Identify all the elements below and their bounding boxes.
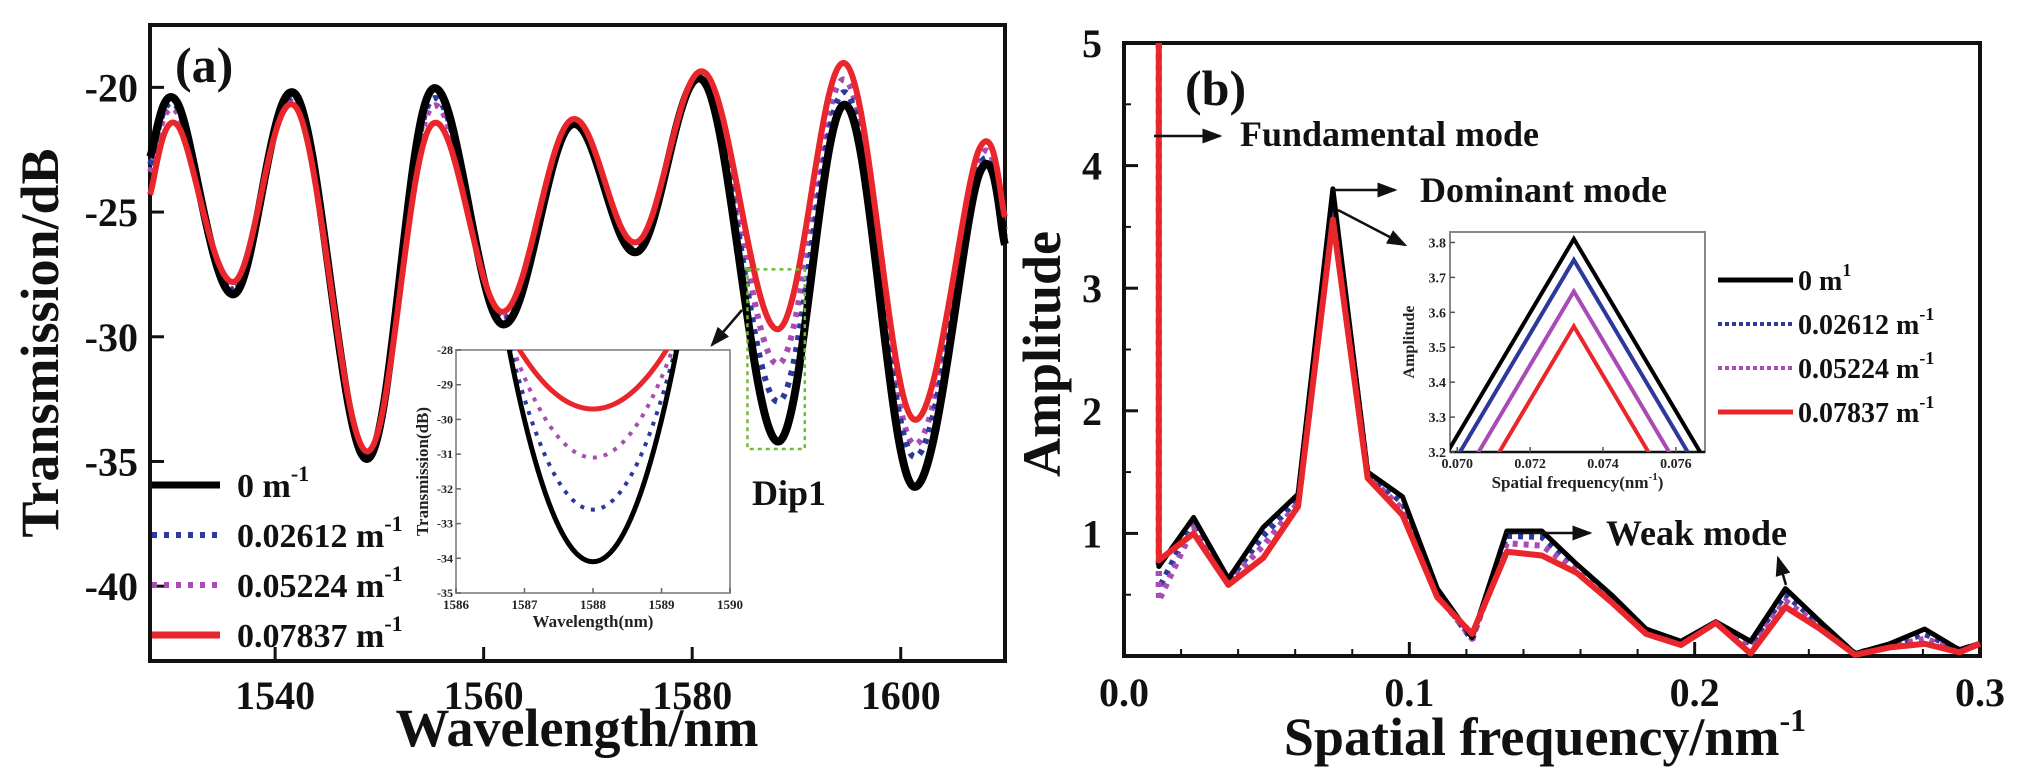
y-tick-label: 3: [1082, 266, 1102, 311]
panel-a-series: [146, 60, 1009, 491]
x-tick-label: 1580: [652, 673, 732, 718]
inset-x-tick-label: 0.076: [1660, 457, 1692, 472]
y-tick-label: -20: [85, 65, 138, 110]
inset-x-tick-label: 0.070: [1442, 457, 1474, 472]
panel-a-ticks: 1540 1560 1580 1600 -20 -25 -30 -35 -40: [85, 65, 941, 718]
y-tick-label: 1: [1082, 511, 1102, 556]
panel-b-ticks: 0.0 0.1 0.2 0.3 1 2 3 4 5: [1082, 21, 2005, 715]
inset-y-tick-label: -29: [437, 378, 453, 392]
panel-a-label: (a): [175, 37, 233, 93]
y-tick-label: 2: [1082, 389, 1102, 434]
inset-y-tick-label: 3.6: [1429, 306, 1447, 321]
inset-y-tick-label: -35: [437, 586, 453, 600]
inset-x-tick-label: 0.074: [1587, 457, 1619, 472]
legend-label: 0 m1: [1798, 260, 1851, 297]
x-tick-label: 1540: [235, 673, 315, 718]
legend-label: 0.05224 m-1: [237, 561, 403, 605]
inset-series-line: [1450, 235, 1703, 452]
y-tick-label: 4: [1082, 144, 1102, 189]
panel-b-x-axis-title: Spatial frequency/nm-1: [1284, 702, 1806, 767]
dip1-inset-arrow: [710, 309, 743, 347]
x-tick-label: 1560: [444, 673, 524, 718]
panel-b: 0.0 0.1 0.2 0.3 1 2 3 4 5 (b) Spatial frequency/…: [1012, 21, 2005, 767]
legend-label: 0.05224 m-1: [1798, 348, 1934, 385]
legend-label: 0.07837 m-1: [1798, 392, 1934, 429]
legend-label: 0.02612 m-1: [237, 511, 403, 555]
inset-x-tick-label: 1587: [512, 597, 539, 612]
x-tick-label: 0.2: [1670, 670, 1720, 715]
inset-y-tick-label: -32: [437, 482, 453, 496]
inset-a-frame: [455, 349, 731, 594]
inset-y-tick-label: 3.7: [1429, 271, 1447, 286]
inset-b-series: [1450, 235, 1703, 452]
inset-y-tick-label: 3.2: [1429, 446, 1447, 461]
inset-y-tick-label: -28: [437, 343, 453, 357]
x-tick-label: 0.1: [1384, 670, 1434, 715]
weak-mode-up-arrow: [1775, 555, 1791, 586]
inset-y-tick-label: -30: [437, 412, 453, 426]
legend-label: 0.07837 m-1: [237, 611, 403, 655]
dip1-highlight-box: [746, 268, 807, 451]
panel-a: 1540 1560 1580 1600 -20 -25 -30 -35 -40 (a) Wave…: [10, 23, 1009, 758]
y-tick-label: -25: [85, 190, 138, 235]
inset-x-tick-label: 0.072: [1514, 457, 1546, 472]
panel-b-label: (b): [1185, 60, 1246, 116]
inset-series-line: [506, 350, 680, 565]
y-tick-label: -30: [85, 315, 138, 360]
legend-label: 0 m-1: [237, 461, 309, 505]
dip1-label: Dip1: [752, 473, 826, 513]
series-line-0-07837-m-1: [147, 60, 1008, 455]
inset-y-tick-label: 3.8: [1429, 236, 1447, 251]
series-line-0-07837-m-1: [1155, 43, 1982, 658]
inset-y-tick-label: -34: [437, 551, 453, 565]
panel-b-legend: 0 m1 0.02612 m-1 0.05224 m-1 0.07837 m-1: [1718, 260, 1934, 429]
inset-y-axis-title: Amplitude: [1401, 306, 1418, 379]
panel-a-inset: 1586 1587 1588 1589 1590 -28 -29 -30 -31 -32 -33 -3…: [413, 343, 743, 631]
fundamental-mode-label: Fundamental mode: [1240, 114, 1539, 154]
panel-a-y-axis-title: Transmission/dB: [10, 148, 70, 537]
inset-x-tick-label: 1590: [717, 597, 743, 612]
inset-series-line: [508, 350, 678, 512]
panel-a-x-axis-title: Wavelength/nm: [395, 698, 758, 758]
inset-series-line: [511, 350, 675, 460]
panel-b-series: [1155, 43, 1982, 658]
inset-x-tick-label: 1589: [649, 597, 676, 612]
inset-x-axis-title: Wavelength(nm): [533, 612, 654, 631]
inset-series-line: [1497, 322, 1651, 452]
inset-x-axis-title: Spatial frequency(nm-1): [1492, 471, 1664, 492]
inset-y-axis-title: Transmission(dB): [413, 407, 432, 536]
inset-series-line: [1476, 287, 1672, 452]
dominant-mode-label: Dominant mode: [1420, 170, 1667, 210]
panel-b-inset: 0.070 0.072 0.074 0.076 3.2 3.3 3.4 3.5 3.6 3.7 3.…: [1401, 231, 1706, 492]
inset-y-tick-label: 3.3: [1429, 411, 1447, 426]
inset-y-tick-label: 3.4: [1429, 376, 1447, 391]
inset-x-tick-label: 1586: [443, 597, 470, 612]
x-tick-label: 1600: [861, 673, 941, 718]
y-tick-label: -35: [85, 439, 138, 484]
panel-a-plot-frame: [148, 23, 1007, 663]
panel-b-y-axis-title: Amplitude: [1012, 231, 1072, 477]
inset-series-line: [1457, 256, 1691, 452]
y-tick-label: 5: [1082, 21, 1102, 66]
inset-y-tick-label: 3.5: [1429, 341, 1447, 356]
inset-series-line: [516, 350, 670, 412]
x-tick-label: 0.3: [1955, 670, 2005, 715]
weak-mode-label: Weak mode: [1606, 513, 1787, 553]
inset-a-series: [506, 350, 680, 565]
inset-y-tick-label: -31: [437, 447, 453, 461]
legend-label: 0.02612 m-1: [1798, 304, 1934, 341]
series-line-0-02612-m-1: [1155, 43, 1981, 657]
inset-x-tick-label: 1588: [580, 597, 607, 612]
y-tick-label: -40: [85, 564, 138, 609]
dominant-mode-inset-arrow: [1337, 208, 1408, 247]
inset-y-tick-label: -33: [437, 517, 453, 531]
x-tick-label: 0.0: [1099, 670, 1149, 715]
panel-a-legend: 0 m-1 0.02612 m-1 0.05224 m-1 0.07837 m-1: [152, 461, 403, 655]
